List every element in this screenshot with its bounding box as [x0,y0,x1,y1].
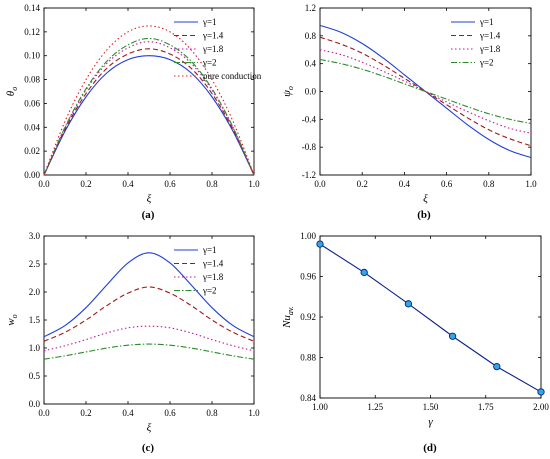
legend-label: γ=1 [202,17,217,27]
data-point [404,300,413,308]
y-tick-label: 0.0 [305,87,317,97]
y-axis-label: ψo [281,86,295,97]
x-tick-label: 1.50 [423,402,439,412]
y-tick-label: -1.2 [302,170,316,180]
y-tick-label: -0.8 [302,142,317,152]
y-tick-label: 1.00 [300,231,316,241]
x-tick-label: 0.6 [441,179,453,189]
series-line-2 [43,48,255,176]
panel-tag: (b) [417,209,431,221]
y-tick-label: 0.10 [24,51,40,61]
y-tick-label: 0.08 [24,75,40,85]
legend-label: γ=2 [479,58,494,68]
y-axis-label: Nuav. [281,306,295,329]
x-tick-label: 0.6 [164,408,176,418]
series-line-1 [319,243,542,393]
data-point [448,332,457,340]
x-tick-label: 0.4 [122,179,134,189]
y-axis-label: θo [5,87,19,96]
x-tick-label: 1.25 [367,402,383,412]
x-tick-label: 0.0 [314,179,326,189]
x-tick-label: 1.0 [248,179,260,189]
series-line-3 [43,41,255,176]
y-tick-label: 0.0 [29,399,41,409]
legend-label: γ=1.8 [202,44,224,54]
x-tick-label: 2.00 [533,402,549,412]
y-tick-label: 0.8 [305,31,317,41]
y-tick-label: 2.5 [29,259,41,269]
series-line-4 [43,37,255,176]
x-tick-label: 1.75 [478,402,494,412]
x-tick-label: 0.2 [80,179,91,189]
chart-panel-2: 0.0 0.2 0.4 0.6 0.8 1.0 -1.2 -0.8 -0.4 0.0 0.4 0.8 1… [281,3,537,221]
y-tick-label: 1.2 [305,3,316,13]
x-tick-label: 0.8 [206,179,218,189]
panel-tag: (d) [423,442,437,454]
x-tick-label: 0.6 [164,179,176,189]
chart-panel-4: 1.00 1.25 1.50 1.75 2.00 0.84 0.88 0.92 0.96 1.00… [281,231,549,454]
y-tick-label: 1.5 [29,315,41,325]
x-axis-label: ξ [423,193,428,205]
legend-label: γ=1 [202,245,217,255]
data-point [493,362,501,371]
data-point [537,388,545,396]
x-tick-label: 1.0 [248,408,260,418]
y-tick-label: 0.88 [300,353,316,363]
series-line-1 [319,24,532,159]
legend-label: γ=1.4 [202,259,224,269]
series-line-4 [319,58,532,125]
y-tick-label: 0.84 [300,393,316,403]
series-line-1 [43,252,255,338]
y-tick-label: 0.12 [24,27,40,37]
x-axis-label: γ [428,416,433,428]
y-tick-label: 3.0 [29,231,41,241]
data-point [316,240,324,248]
panel-tag: (a) [142,209,155,221]
legend-label: γ=1.4 [479,31,501,41]
legend-label: pure conduction [203,71,262,81]
y-tick-label: -0.4 [302,114,317,124]
y-tick-label: 0.96 [300,272,316,282]
x-tick-label: 1.0 [525,179,537,189]
panel-tag: (c) [142,442,155,454]
y-tick-label: 0.02 [24,146,40,156]
x-tick-label: 0.2 [357,179,368,189]
legend-label: γ=2 [202,286,217,296]
y-tick-label: 0.92 [300,312,316,322]
plot-frame [319,235,542,399]
y-tick-label: 0.06 [24,98,40,108]
x-axis-label: ξ [147,193,152,205]
x-tick-label: 0.8 [483,179,495,189]
x-tick-label: 0.8 [206,408,218,418]
chart-panel-3: 0.0 0.2 0.4 0.6 0.8 1.0 0.0 0.5 1.0 1.5 2.0 2.5 3.0 ξ… [5,231,260,454]
legend-label: γ=1 [479,17,494,27]
legend-label: γ=1.8 [202,272,224,282]
x-tick-label: 0.2 [80,408,91,418]
series-line-3 [43,325,255,352]
x-tick-label: 0.0 [38,179,50,189]
x-axis-label: ξ [147,422,152,434]
y-tick-label: 0.5 [29,371,41,381]
y-tick-label: 0.14 [24,3,40,13]
y-tick-label: 0.04 [24,122,40,132]
series-line-2 [43,286,255,342]
data-point [360,268,368,277]
chart-panel-1: 0.0 0.2 0.4 0.6 0.8 1.0 0.00 0.02 0.04 0.06 0.08 0.… [5,3,262,221]
x-tick-label: 1.00 [312,402,328,412]
legend-label: γ=1.8 [479,44,501,54]
y-tick-label: 2.0 [29,287,41,297]
legend-label: γ=2 [202,58,217,68]
x-tick-label: 0.4 [399,179,411,189]
y-tick-label: 1.0 [29,343,41,353]
x-tick-label: 0.0 [38,408,50,418]
y-tick-label: 0.00 [24,170,40,180]
x-tick-label: 0.4 [122,408,134,418]
y-tick-label: 0.4 [305,59,317,69]
series-line-1 [43,55,255,176]
legend-label: γ=1.4 [202,31,224,41]
plot-frame [43,7,255,176]
y-axis-label: wo [5,314,19,325]
series-line-4 [43,343,255,360]
